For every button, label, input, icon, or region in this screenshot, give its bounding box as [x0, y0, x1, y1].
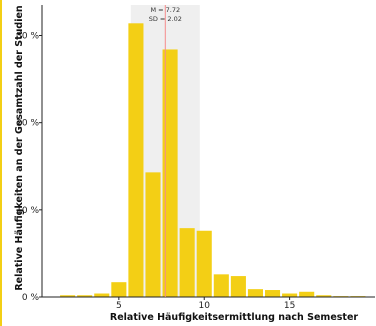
y-tick-label: 0 %: [22, 293, 40, 303]
histogram-bar: [111, 282, 127, 297]
y-tick-label: 30 %: [16, 32, 39, 42]
histogram-bar: [128, 23, 144, 298]
histogram-bar: [213, 274, 229, 297]
x-axis-title: Relative Häufigkeitsermittlung nach Seme…: [110, 312, 358, 323]
histogram-bar: [299, 291, 315, 297]
histogram-bar: [282, 293, 298, 297]
histogram-bar: [94, 293, 110, 297]
mean-label: M = 7.72: [150, 6, 180, 14]
histogram-bar: [145, 172, 161, 297]
histogram-bar: [162, 49, 178, 297]
y-axis-title: Relative Häufigkeiten an der Gesamtzahl …: [14, 5, 25, 291]
histogram-bar: [196, 230, 212, 297]
x-tick-label: 15: [284, 301, 295, 311]
x-tick-label: 5: [116, 301, 122, 311]
y-tick-label: 10 %: [16, 206, 39, 216]
x-tick-label: 10: [199, 301, 211, 311]
histogram-bar: [316, 295, 332, 297]
histogram-bar: [247, 289, 263, 297]
sd-label: SD = 2.02: [149, 15, 182, 23]
histogram-bar: [230, 276, 246, 297]
y-tick-label: 20 %: [16, 119, 39, 129]
left-edge-accent: [0, 0, 2, 326]
histogram-bar: [265, 290, 281, 297]
histogram-bar: [179, 228, 195, 297]
histogram-bar: [77, 295, 93, 297]
histogram-bar: [60, 295, 76, 297]
